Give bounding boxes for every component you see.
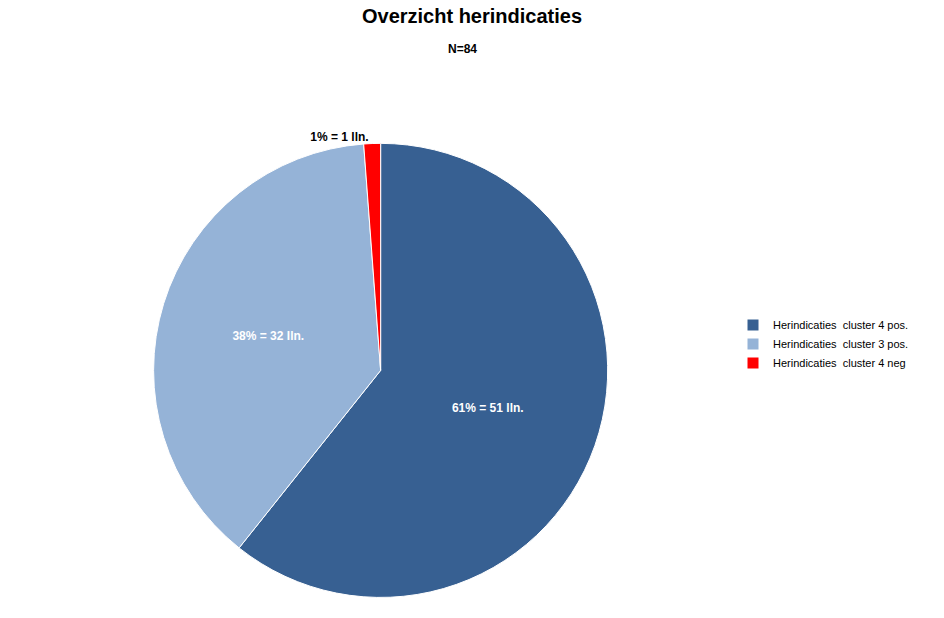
svg-text:Herindicaties cluster 4 neg: Herindicaties cluster 4 neg bbox=[773, 357, 906, 369]
svg-text:Overzicht herindicaties: Overzicht herindicaties bbox=[362, 5, 582, 27]
svg-text:38% = 32 lln.: 38% = 32 lln. bbox=[232, 329, 304, 343]
svg-text:1% = 1 lln.: 1% = 1 lln. bbox=[310, 130, 368, 144]
svg-text:61% = 51 lln.: 61% = 51 lln. bbox=[452, 401, 524, 415]
svg-text:Herindicaties cluster 3 pos.: Herindicaties cluster 3 pos. bbox=[773, 338, 908, 350]
svg-text:Herindicaties cluster 4 pos.: Herindicaties cluster 4 pos. bbox=[773, 319, 908, 331]
svg-text:N=84: N=84 bbox=[448, 42, 477, 56]
